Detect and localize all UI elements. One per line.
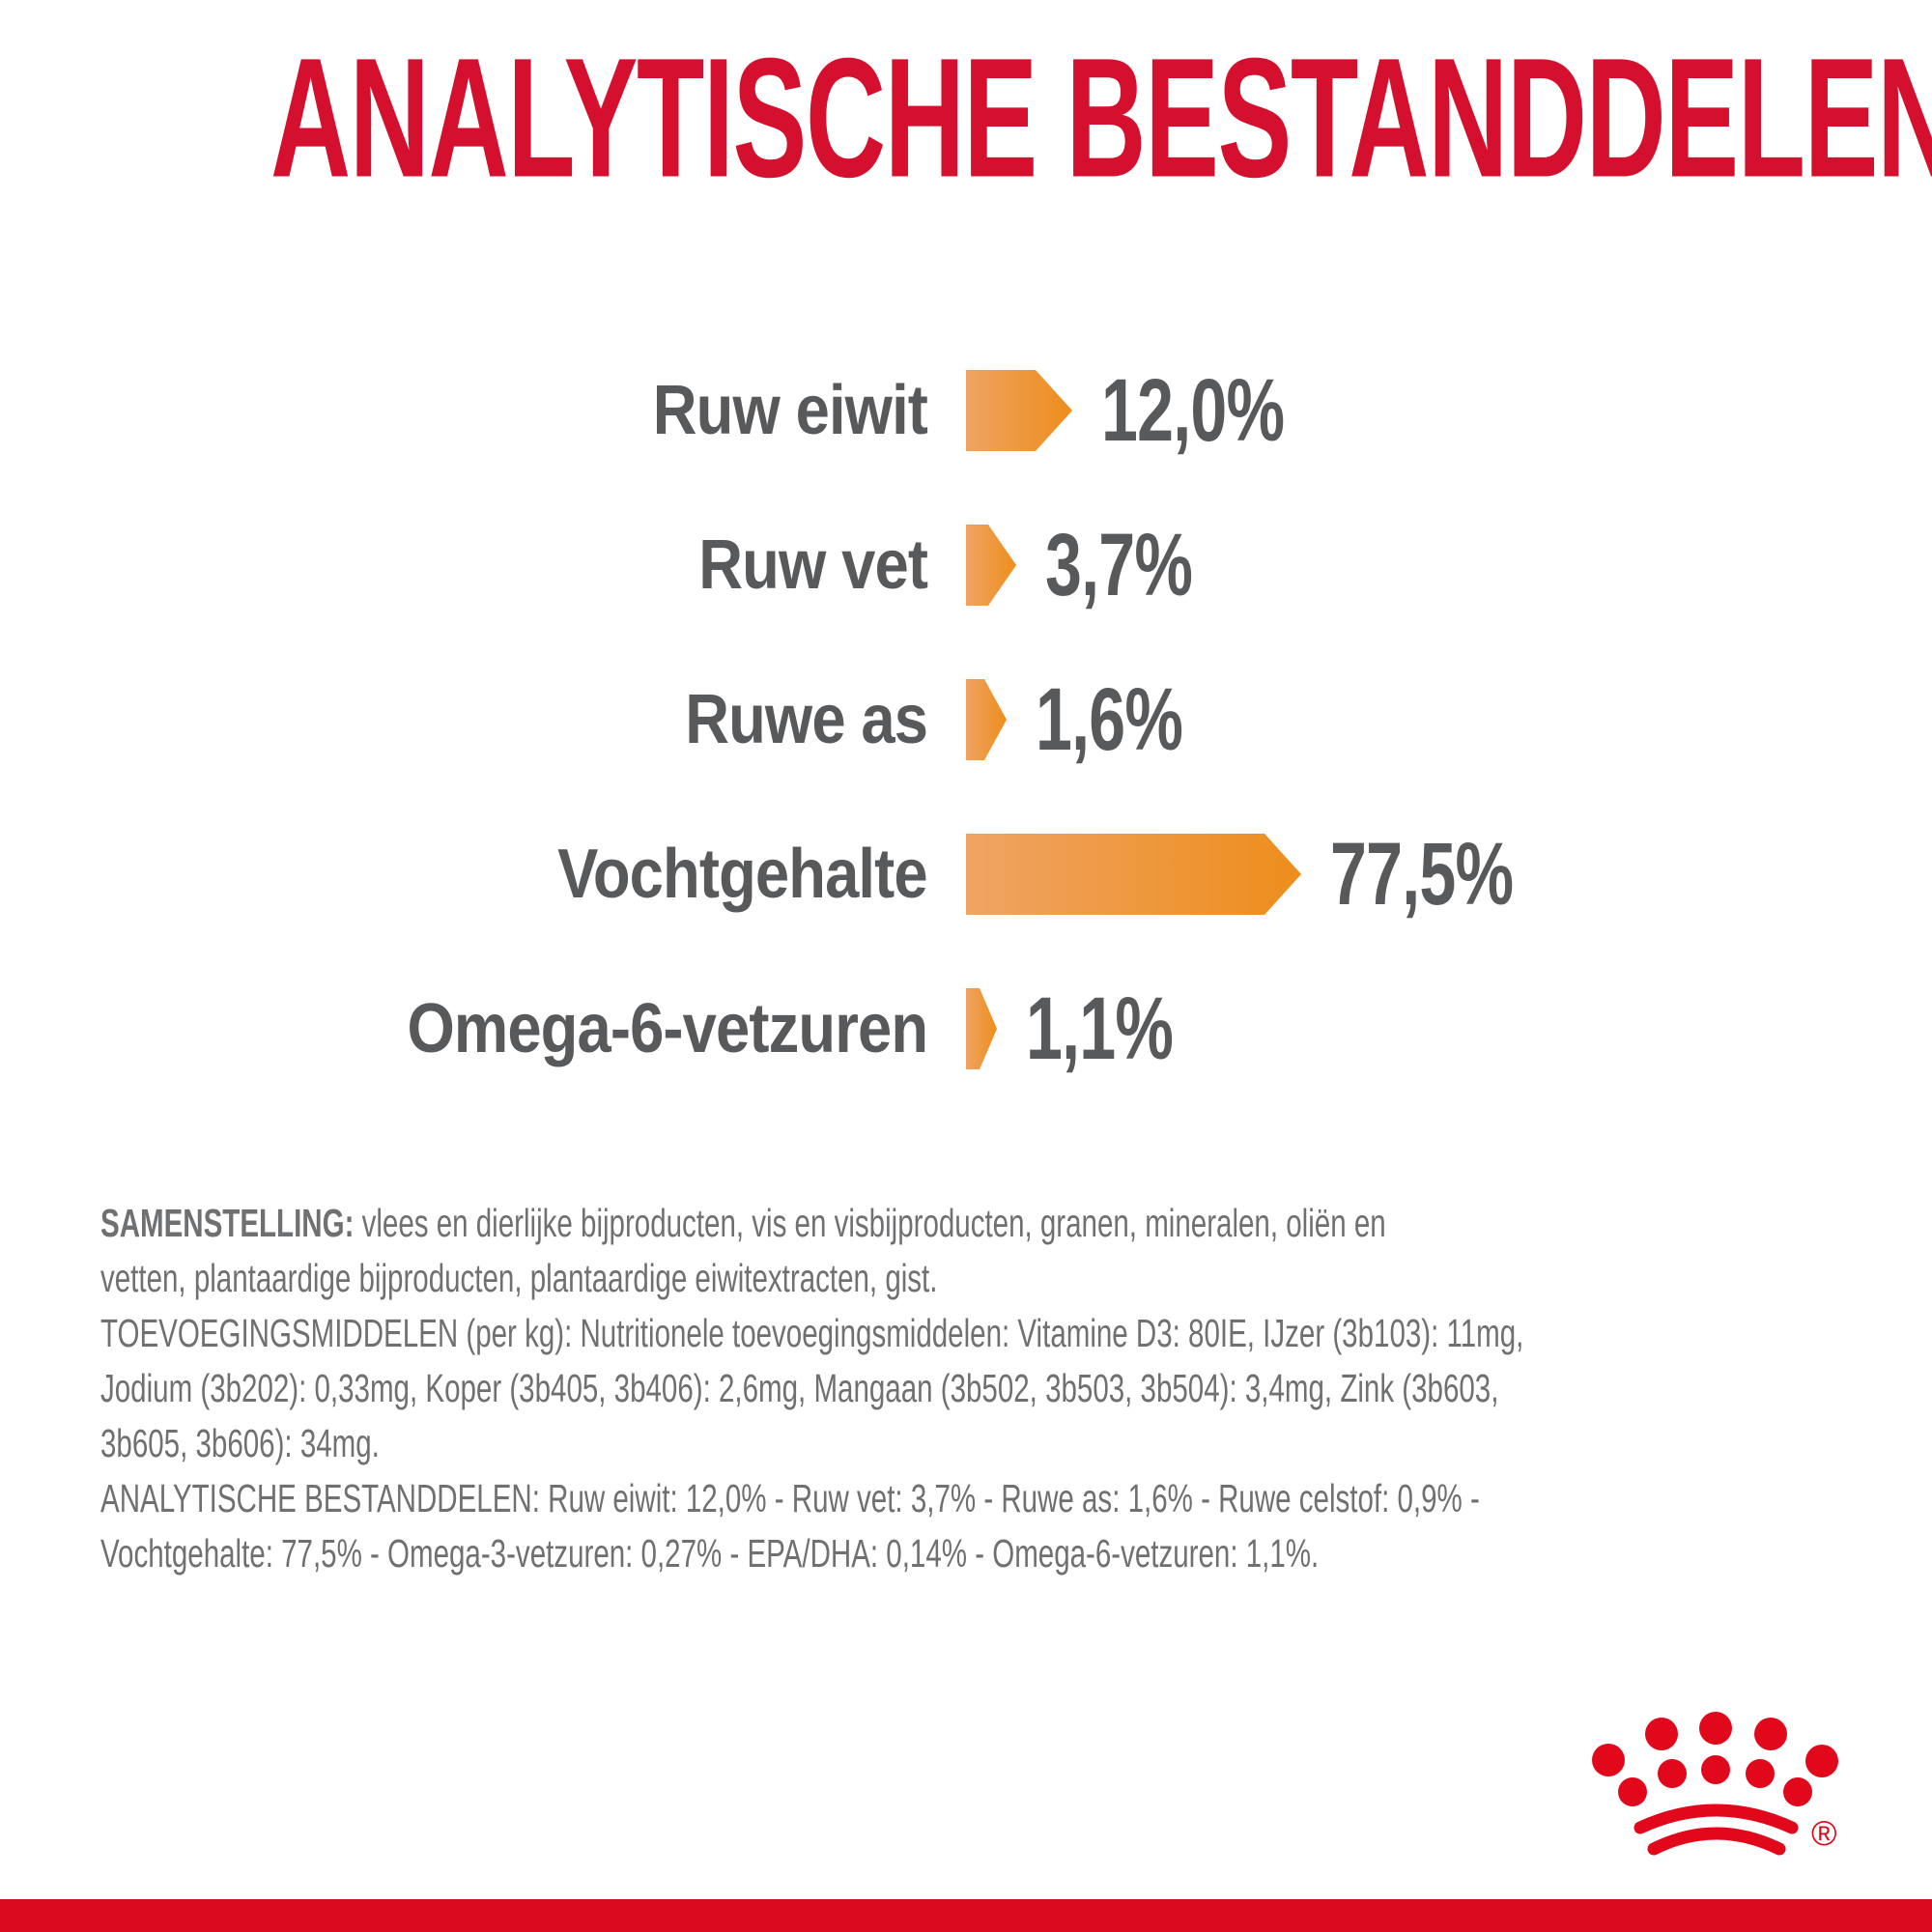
footer-red-bar [0, 1899, 1932, 1932]
chart-value-ruw-vet: 3,7% [1045, 515, 1193, 614]
royal-canin-crown-logo-icon: ® [1592, 1712, 1838, 1856]
composition-text-block: SAMENSTELLING: vlees en dierlijke bijpro… [100, 1196, 1631, 1581]
chart-value-vochtgehalte: 77,5% [1330, 824, 1514, 923]
composition-line: Vochtgehalte: 77,5% - Omega-3-vetzuren: … [100, 1531, 1320, 1576]
chart-label-vochtgehalte: Vochtgehalte [0, 835, 927, 914]
bar-vochtgehalte [966, 834, 1301, 915]
chart-value-omega-6-vetzuren: 1,1% [1026, 979, 1174, 1078]
chart-row-ruw-eiwit: Ruw eiwit 12,0% [0, 359, 1932, 462]
composition-line: 3b605, 3b606): 34mg. [100, 1421, 380, 1465]
chart-label-text: Ruw eiwit [652, 372, 928, 449]
chart-value-ruwe-as: 1,6% [1036, 669, 1183, 769]
page-title: ANALYTISCHE BESTANDDELEN [270, 22, 1932, 213]
chart-label-ruw-eiwit: Ruw eiwit [0, 371, 928, 450]
crown-arcs [1634, 1804, 1799, 1856]
composition-line-text: vlees en dierlijke bijproducten, vis en … [354, 1201, 1386, 1245]
bar-ruw-vet [966, 525, 1016, 606]
chart-row-ruwe-as: Ruwe as 1,6% [0, 668, 1932, 771]
crown-dots [1592, 1712, 1838, 1806]
chart-label-omega-6-vetzuren: Omega-6-vetzuren [0, 989, 928, 1068]
composition-line: Jodium (3b202): 0,33mg, Koper (3b405, 3b… [100, 1366, 1499, 1410]
chart-row-omega-6-vetzuren: Omega-6-vetzuren 1,1% [0, 978, 1932, 1080]
bar-slot [966, 679, 1007, 760]
bar-slot [966, 370, 1072, 451]
composition-line: vetten, plantaardige bijproducten, plant… [100, 1256, 938, 1300]
chart-label-text: Omega-6-vetzuren [407, 990, 928, 1067]
chart-value-ruw-eiwit: 12,0% [1101, 360, 1285, 460]
bar-slot [966, 834, 1301, 915]
composition-line: ANALYTISCHE BESTANDDELEN: Ruw eiwit: 12,… [100, 1476, 1480, 1520]
chart-label-text: Ruwe as [685, 681, 928, 758]
chart-label-text: Ruw vet [698, 526, 928, 604]
chart-label-ruwe-as: Ruwe as [0, 680, 928, 759]
bar-slot [966, 525, 1016, 606]
bar-omega-6-vetzuren [966, 988, 997, 1069]
composition-line: SAMENSTELLING: vlees en dierlijke bijpro… [100, 1196, 1631, 1251]
composition-heading: SAMENSTELLING: [100, 1201, 355, 1245]
bar-slot [966, 988, 997, 1069]
composition-line: TOEVOEGINGSMIDDELEN (per kg): Nutritione… [100, 1311, 1524, 1355]
bar-ruw-eiwit [966, 370, 1072, 451]
bar-ruwe-as [966, 679, 1007, 760]
chart-row-ruw-vet: Ruw vet 3,7% [0, 514, 1932, 616]
chart-label-ruw-vet: Ruw vet [0, 526, 928, 605]
chart-row-vochtgehalte: Vochtgehalte 77,5% [0, 823, 1932, 925]
chart-label-text: Vochtgehalte [557, 836, 927, 913]
registered-trademark-symbol: ® [1811, 1813, 1837, 1853]
analytical-constituents-chart: Ruw eiwit 12,0% Ruw vet 3,7% Ruwe as 1,6… [0, 359, 1932, 1132]
